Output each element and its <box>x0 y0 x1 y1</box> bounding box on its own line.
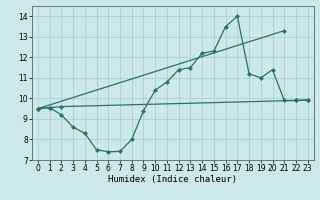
X-axis label: Humidex (Indice chaleur): Humidex (Indice chaleur) <box>108 175 237 184</box>
